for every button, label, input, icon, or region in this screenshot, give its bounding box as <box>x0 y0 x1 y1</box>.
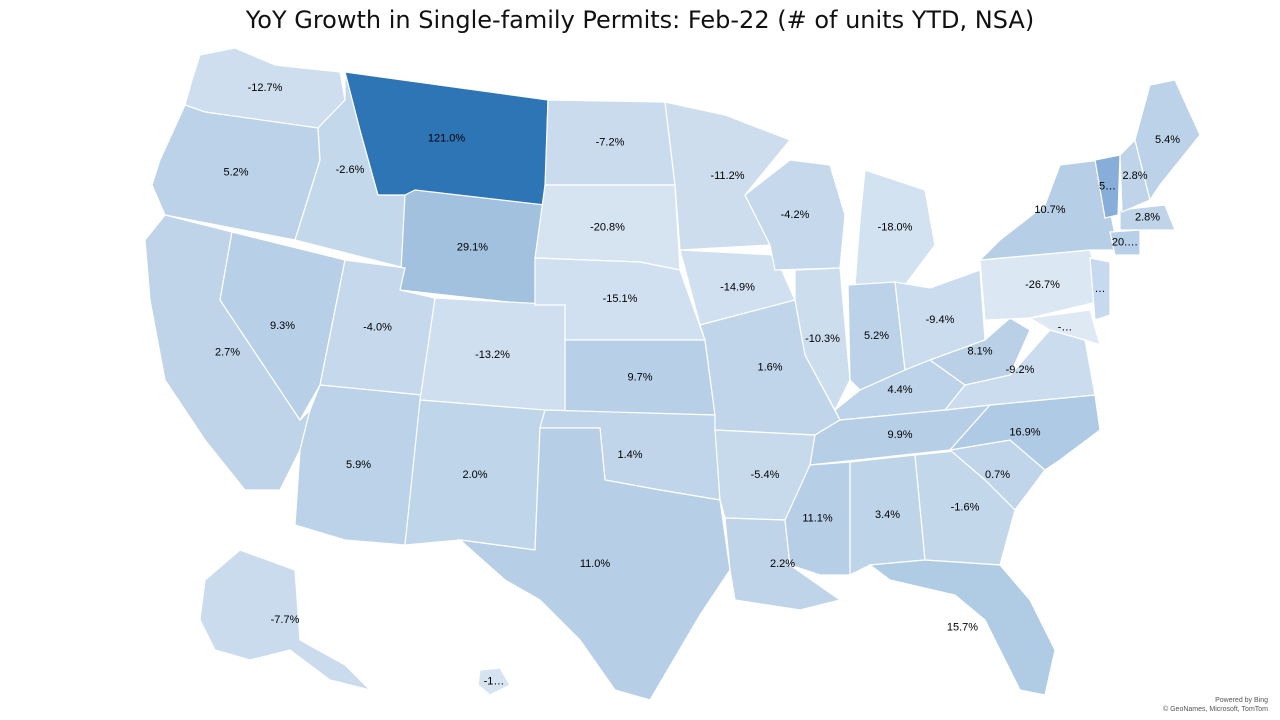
state-label-GA: -1.6% <box>951 501 980 513</box>
state-label-MN: -11.2% <box>710 170 744 182</box>
state-NV[interactable] <box>219 231 346 422</box>
state-AK[interactable] <box>199 549 372 692</box>
state-label-TX: 11.0% <box>580 558 611 570</box>
state-label-MS: 11.1% <box>802 512 833 524</box>
state-WI[interactable] <box>744 159 846 271</box>
state-label-OH: -9.4% <box>926 314 955 326</box>
state-ME[interactable] <box>1134 79 1201 202</box>
state-label-MA: 2.8% <box>1135 211 1160 223</box>
state-label-VA: -9.2% <box>1006 364 1035 376</box>
state-label-SC: 0.7% <box>985 469 1010 481</box>
state-HI[interactable] <box>477 667 511 696</box>
state-WY[interactable] <box>399 189 546 306</box>
state-WV[interactable] <box>928 317 1031 386</box>
state-label-FL: 15.7% <box>947 621 978 633</box>
state-label-MO: 1.6% <box>757 361 782 373</box>
state-label-ME: 5.4% <box>1155 134 1180 146</box>
state-label-ND: -7.2% <box>596 136 625 148</box>
state-label-WA: -12.7% <box>248 82 283 94</box>
state-label-OR: 5.2% <box>223 166 248 178</box>
state-label-CO: -13.2% <box>475 349 510 361</box>
state-label-KS: 9.7% <box>627 371 652 383</box>
state-label-IN: 5.2% <box>864 330 889 342</box>
state-NJ[interactable] <box>1089 257 1111 321</box>
state-label-NJ: … <box>1095 283 1106 295</box>
state-label-MD: -… <box>1058 321 1073 333</box>
state-label-IA: -14.9% <box>720 281 755 293</box>
state-label-MI: -18.0% <box>878 221 913 233</box>
state-label-NM: 2.0% <box>462 469 487 481</box>
state-FL[interactable] <box>868 559 1056 696</box>
state-label-AK: -7.7% <box>271 614 300 626</box>
state-VT[interactable] <box>1094 154 1121 219</box>
state-label-SD: -20.8% <box>590 221 625 233</box>
state-label-AZ: 5.9% <box>346 459 371 471</box>
state-label-PA: -26.7% <box>1025 279 1060 291</box>
state-label-WI: -4.2% <box>781 209 810 221</box>
state-label-NV: 9.3% <box>270 320 295 332</box>
state-label-OK: 1.4% <box>617 449 642 461</box>
state-label-VT: 5… <box>1099 180 1116 192</box>
copyright-text: © GeoNames, Microsoft, TomTom <box>1163 706 1268 713</box>
state-label-CA: 2.7% <box>215 346 240 358</box>
state-label-AL: 3.4% <box>875 509 900 521</box>
state-label-IL: -10.3% <box>805 333 840 345</box>
state-label-NC: 16.9% <box>1009 426 1040 438</box>
state-label-AR: -5.4% <box>751 469 780 481</box>
state-label-KY: 4.4% <box>887 384 912 396</box>
state-MD[interactable] <box>1028 309 1101 346</box>
state-label-NE: -15.1% <box>603 293 638 305</box>
state-label-WY: 29.1% <box>457 241 488 253</box>
state-label-NY: 10.7% <box>1034 204 1065 216</box>
state-label-LA: 2.2% <box>770 558 795 570</box>
state-label-NH: 2.8% <box>1122 170 1147 182</box>
state-TX[interactable] <box>458 427 731 701</box>
state-MA[interactable] <box>1119 204 1176 231</box>
state-label-HI: -1… <box>484 675 505 687</box>
powered-by-text: Powered by Bing <box>1215 697 1268 704</box>
state-label-MT: 121.0% <box>428 132 466 144</box>
state-label-ID: -2.6% <box>336 164 365 176</box>
state-label-UT: -4.0% <box>363 321 392 333</box>
state-label-TN: 9.9% <box>887 429 912 441</box>
map-title: YoY Growth in Single-family Permits: Feb… <box>245 6 1035 34</box>
map-attribution: Powered by Bing © GeoNames, Microsoft, T… <box>1163 696 1268 714</box>
state-CT[interactable] <box>1109 229 1141 256</box>
state-label-WV: 8.1% <box>967 345 992 357</box>
state-label-CT: 20.… <box>1112 236 1138 248</box>
